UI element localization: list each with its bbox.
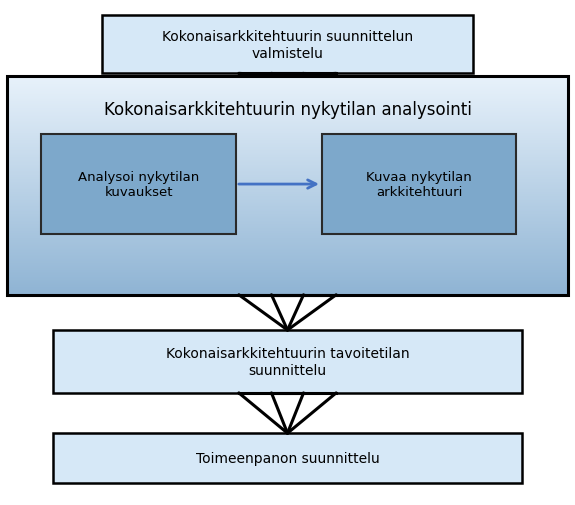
- Bar: [53, 330, 522, 393]
- Bar: [53, 433, 522, 483]
- Bar: [41, 134, 236, 235]
- Text: Kokonaisarkkitehtuurin tavoitetilan
suunnittelu: Kokonaisarkkitehtuurin tavoitetilan suun…: [166, 346, 409, 377]
- Bar: [7, 77, 568, 295]
- Bar: [102, 17, 473, 74]
- Text: Kuvaa nykytilan
arkkitehtuuri: Kuvaa nykytilan arkkitehtuuri: [366, 171, 472, 198]
- Bar: [322, 134, 516, 235]
- Text: Toimeenpanon suunnittelu: Toimeenpanon suunnittelu: [196, 451, 380, 466]
- Text: Analysoi nykytilan
kuvaukset: Analysoi nykytilan kuvaukset: [78, 171, 200, 198]
- Text: Kokonaisarkkitehtuurin nykytilan analysointi: Kokonaisarkkitehtuurin nykytilan analyso…: [104, 101, 471, 119]
- Text: Kokonaisarkkitehtuurin suunnittelun
valmistelu: Kokonaisarkkitehtuurin suunnittelun valm…: [162, 30, 413, 61]
